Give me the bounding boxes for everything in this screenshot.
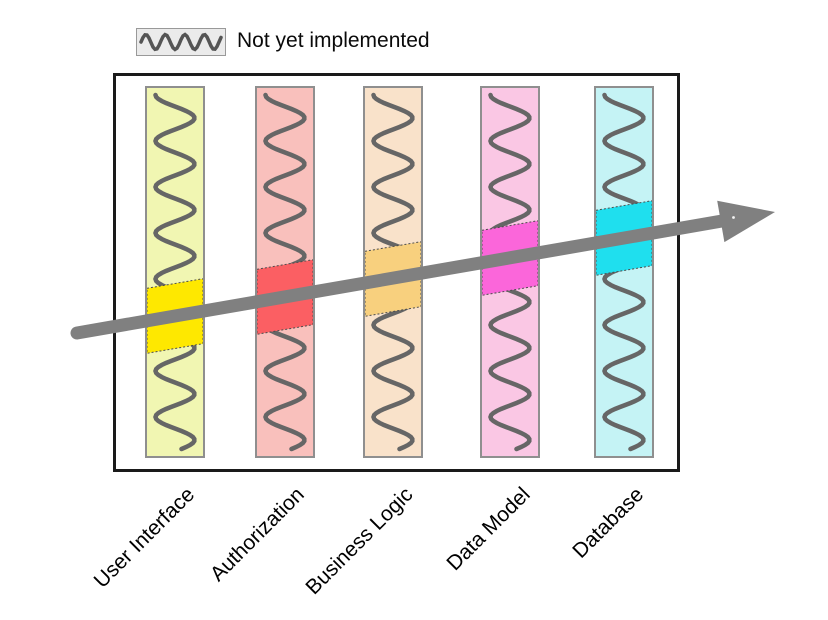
legend-label: Not yet implemented <box>237 29 430 52</box>
implemented-segment <box>365 241 421 317</box>
layer-bar-business-logic <box>363 86 423 458</box>
not-implemented-legend-swatch <box>136 28 226 56</box>
layer-bar-data-model <box>480 86 540 458</box>
layer-label-data-model: Data Model <box>442 483 535 576</box>
squiggle-path <box>139 32 223 52</box>
layer-label-business-logic: Business Logic <box>301 483 418 600</box>
implemented-segment <box>482 220 538 296</box>
squiggle-icon <box>139 32 223 52</box>
layer-label-user-interface: User Interface <box>89 483 200 593</box>
layer-bar-authorization <box>255 86 315 458</box>
bar-pattern-canvas <box>596 92 652 452</box>
cursor-dot <box>732 216 735 219</box>
layer-bar-database <box>594 86 654 458</box>
layer-label-authorization: Authorization <box>206 483 310 586</box>
bar-pattern-canvas <box>257 92 313 452</box>
layer-label-database: Database <box>568 483 649 563</box>
arrow-head-icon <box>717 200 775 243</box>
bar-pattern-canvas <box>365 92 421 452</box>
implemented-segment <box>596 200 652 276</box>
not-implemented-squiggle <box>153 92 197 452</box>
layer-bar-user-interface <box>145 86 205 458</box>
bar-pattern-canvas <box>147 92 203 452</box>
implemented-segment <box>257 259 313 335</box>
implemented-segment <box>147 278 203 354</box>
bar-pattern-canvas <box>482 92 538 452</box>
